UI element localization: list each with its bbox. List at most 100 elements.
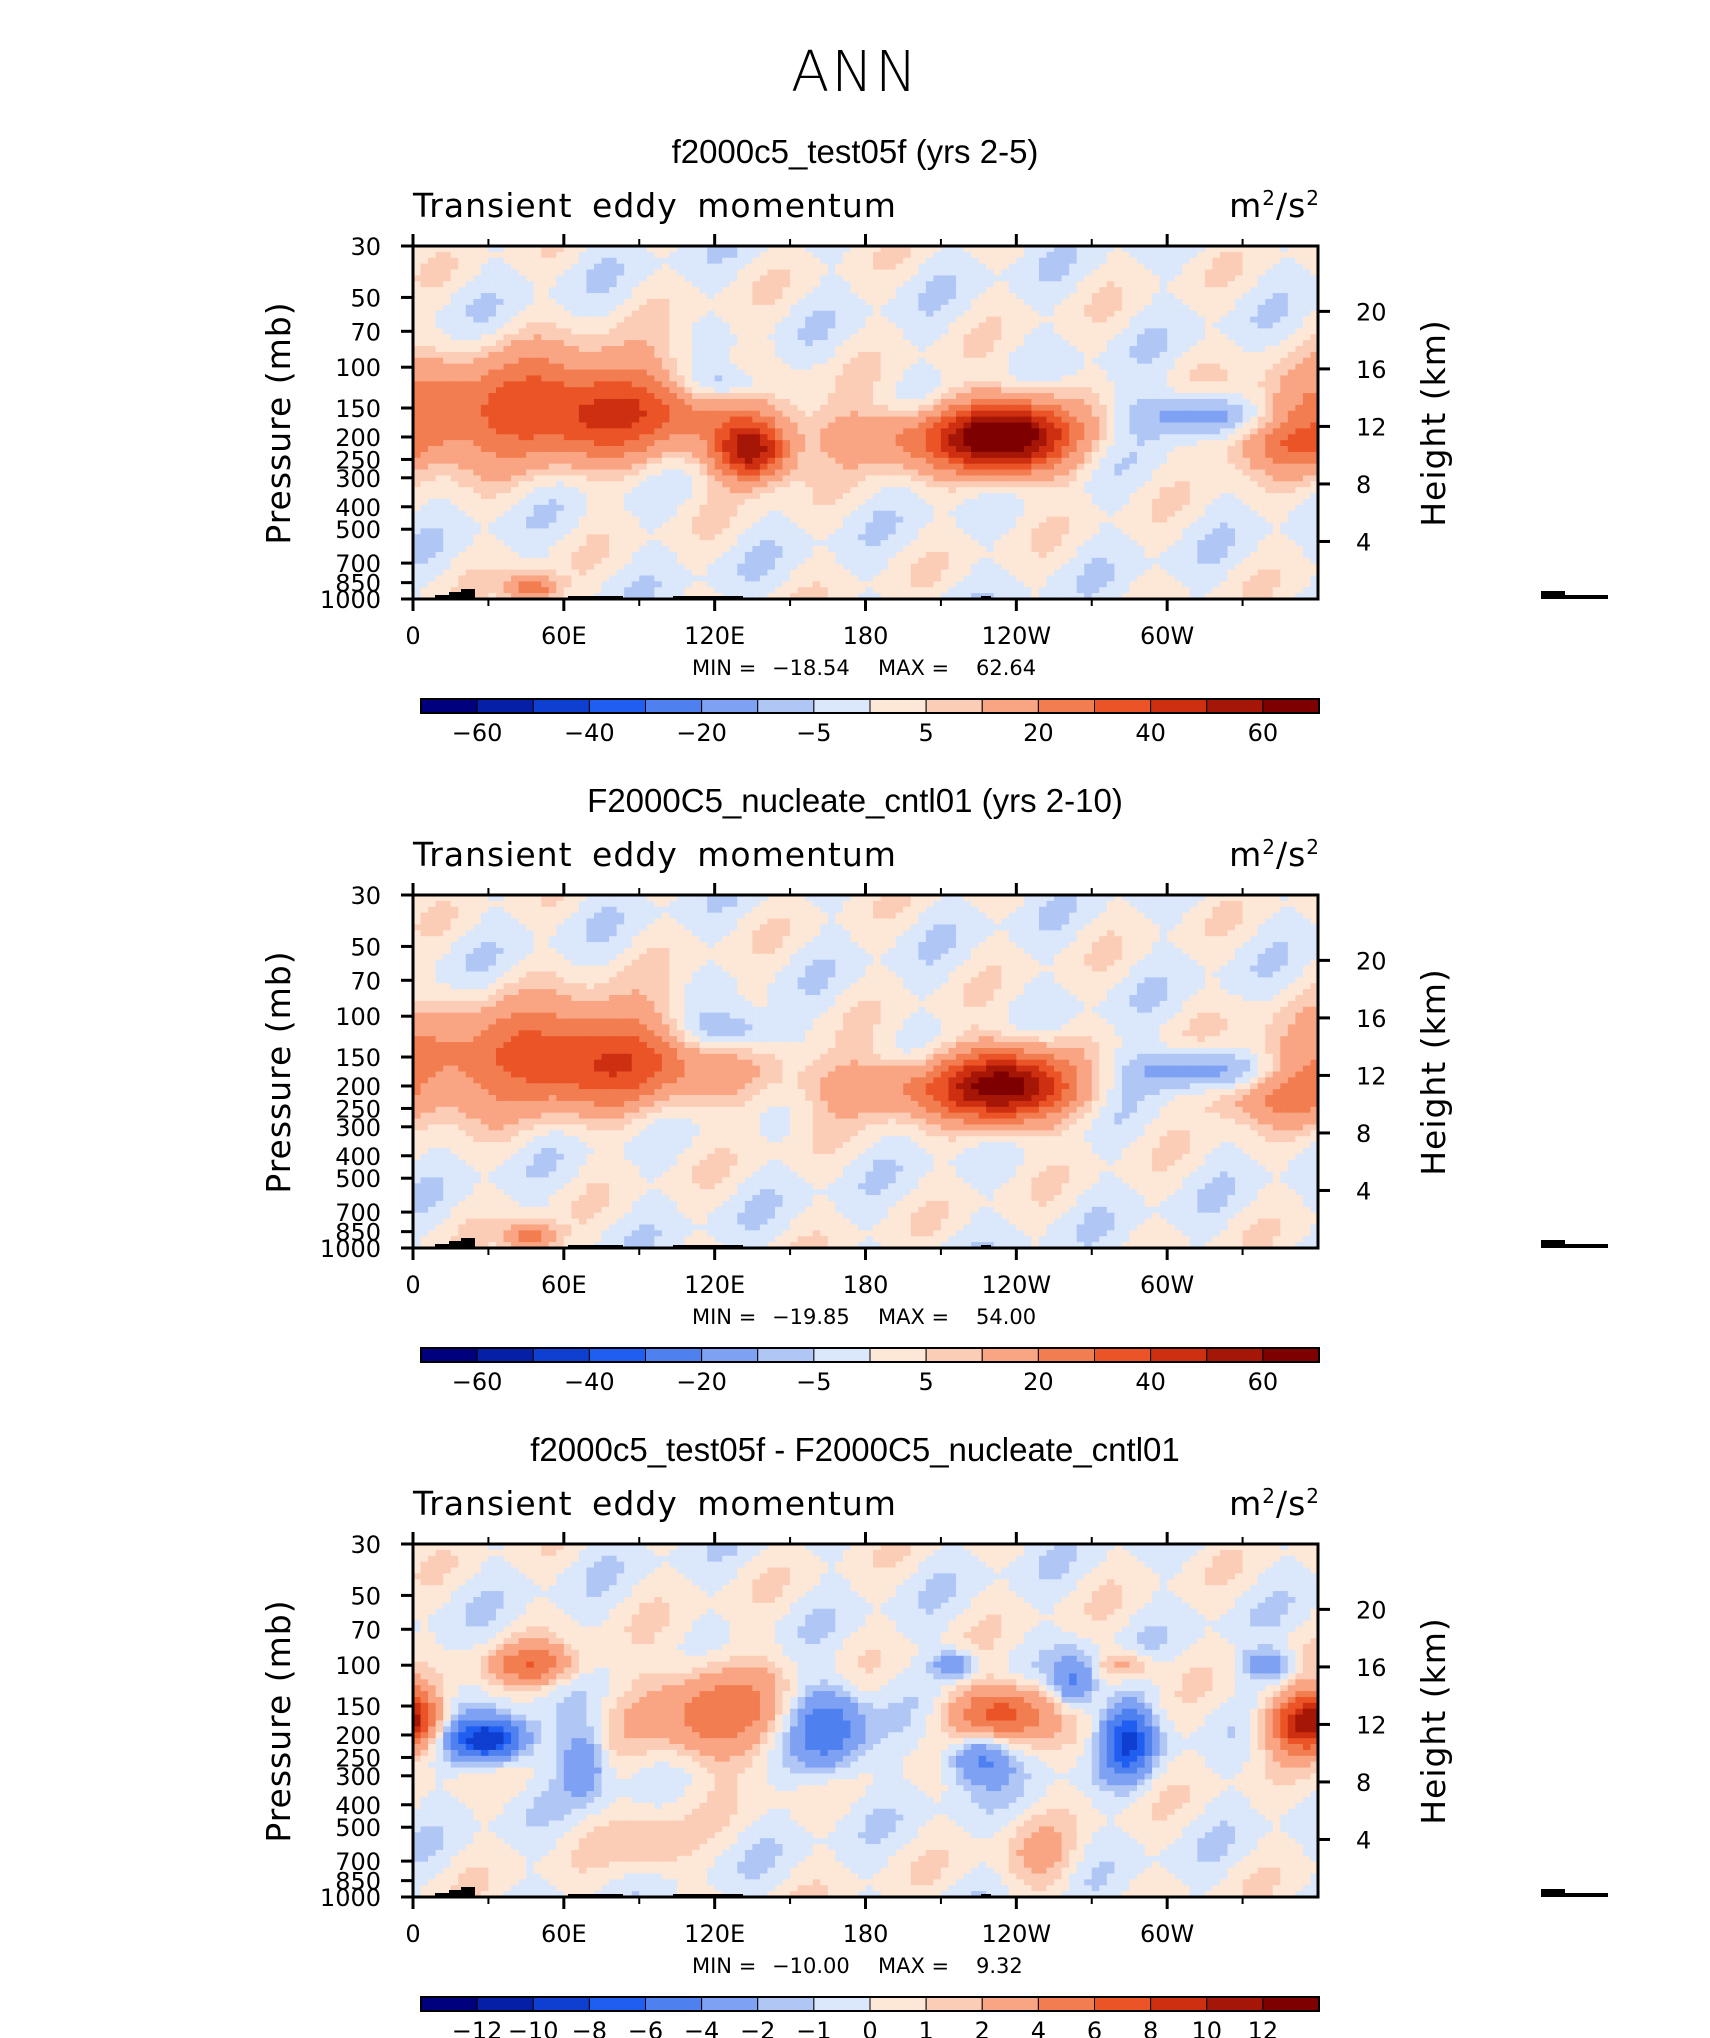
field-cell xyxy=(940,375,950,382)
field-cell xyxy=(971,404,980,412)
field-cell xyxy=(827,316,836,324)
field-cell xyxy=(1076,451,1085,459)
field-cell xyxy=(428,446,437,453)
field-cell xyxy=(873,275,882,282)
field-cell xyxy=(956,428,965,435)
field-cell xyxy=(428,475,437,482)
field-cell xyxy=(767,410,776,418)
field-cell xyxy=(1242,357,1251,365)
field-cell xyxy=(526,257,535,265)
field-cell xyxy=(413,269,422,277)
field-cell xyxy=(880,351,889,359)
field-cell xyxy=(1295,357,1304,365)
field-cell xyxy=(865,398,874,406)
field-cell xyxy=(737,304,746,312)
field-cell xyxy=(1001,463,1010,471)
field-cell xyxy=(835,375,844,382)
field-cell xyxy=(782,475,791,482)
field-cell xyxy=(480,275,490,282)
field-cell xyxy=(1159,357,1168,365)
field-cell xyxy=(699,375,708,382)
field-cell xyxy=(548,287,557,294)
field-cell xyxy=(888,322,897,329)
field-cell xyxy=(782,381,791,388)
field-cell xyxy=(925,410,934,418)
field-cell xyxy=(940,357,950,365)
field-cell xyxy=(1038,369,1048,377)
field-cell xyxy=(511,416,520,424)
field-cell xyxy=(631,257,640,265)
field-cell xyxy=(850,351,859,359)
field-cell xyxy=(692,451,701,459)
field-cell xyxy=(873,357,882,365)
field-cell xyxy=(1023,428,1033,435)
field-cell xyxy=(729,422,738,429)
field-cell xyxy=(933,346,942,353)
field-cell xyxy=(933,357,942,365)
field-cell xyxy=(594,393,603,400)
field-cell xyxy=(1076,257,1085,265)
field-cell xyxy=(820,293,829,300)
field-cell xyxy=(676,346,686,353)
field-cell xyxy=(805,440,814,447)
field-cell xyxy=(692,269,701,277)
field-cell xyxy=(1144,381,1153,388)
field-cell xyxy=(925,446,934,453)
field-cell xyxy=(775,251,784,259)
field-cell xyxy=(1129,410,1138,418)
field-cell xyxy=(1031,334,1040,341)
field-cell xyxy=(473,328,482,335)
field-cell xyxy=(729,334,738,341)
field-cell xyxy=(533,322,542,329)
field-cell xyxy=(1295,446,1304,453)
field-cell xyxy=(1144,340,1153,347)
field-cell xyxy=(1114,404,1123,412)
field-cell xyxy=(1091,257,1100,265)
field-cell xyxy=(729,316,738,324)
field-cell xyxy=(624,246,633,253)
field-cell xyxy=(1212,410,1221,418)
field-cell xyxy=(616,440,625,447)
field-cell xyxy=(918,269,927,277)
field-cell xyxy=(707,257,716,265)
field-cell xyxy=(661,481,671,488)
field-cell xyxy=(533,463,542,471)
field-cell xyxy=(993,310,1002,318)
field-cell xyxy=(1054,316,1063,324)
field-cell xyxy=(1061,416,1070,424)
field-cell xyxy=(526,475,535,482)
field-cell xyxy=(707,340,716,347)
field-cell xyxy=(1091,451,1100,459)
field-cell xyxy=(903,263,912,271)
field-cell xyxy=(586,281,595,288)
field-cell xyxy=(956,316,965,324)
field-cell xyxy=(450,369,459,377)
field-cell xyxy=(782,346,791,353)
field-cell xyxy=(578,328,588,335)
field-cell xyxy=(473,363,482,371)
field-cell xyxy=(1152,469,1161,477)
field-cell xyxy=(1054,346,1063,353)
field-cell xyxy=(526,369,535,377)
field-cell xyxy=(503,487,512,494)
field-cell xyxy=(903,340,912,347)
field-cell xyxy=(1174,334,1183,341)
field-cell xyxy=(654,393,663,400)
field-cell xyxy=(556,375,565,382)
field-cell xyxy=(1106,428,1115,435)
field-cell xyxy=(707,446,716,453)
field-cell xyxy=(631,393,640,400)
field-cell xyxy=(925,304,934,312)
field-cell xyxy=(1114,346,1123,353)
field-cell xyxy=(842,357,852,365)
field-cell xyxy=(518,357,527,365)
field-cell xyxy=(556,469,565,477)
field-cell xyxy=(1272,334,1281,341)
field-cell xyxy=(639,287,648,294)
field-cell xyxy=(669,381,678,388)
field-cell xyxy=(827,428,836,435)
field-cell xyxy=(842,304,852,312)
field-cell xyxy=(948,287,957,294)
field-cell xyxy=(1121,346,1131,353)
field-cell xyxy=(428,351,437,359)
